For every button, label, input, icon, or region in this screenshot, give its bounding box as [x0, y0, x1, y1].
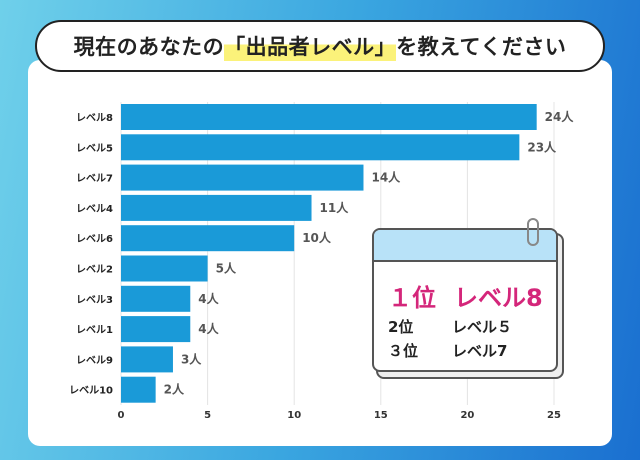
- data-label: 4人: [198, 321, 219, 336]
- rank-label: １位: [388, 284, 436, 312]
- bar: [121, 316, 191, 343]
- data-label: 2人: [164, 382, 185, 397]
- bar: [121, 376, 156, 403]
- bar: [121, 285, 191, 312]
- bar: [121, 255, 208, 282]
- x-tick-label: 10: [287, 410, 301, 421]
- title-text-end: を教えてください: [396, 35, 567, 59]
- ranking-card: １位 レベル8 2位 レベル５ ３位 レベル7: [372, 218, 564, 379]
- y-tick-label: レベル3: [76, 294, 113, 306]
- rank-value: レベル５: [452, 318, 513, 336]
- data-label: 14人: [371, 170, 401, 185]
- data-label: 4人: [198, 291, 219, 306]
- bar: [121, 134, 520, 161]
- data-label: 3人: [181, 351, 202, 366]
- y-tick-label: レベル7: [76, 173, 113, 185]
- y-tick-label: レベル8: [76, 112, 113, 124]
- rank-value: レベル7: [452, 342, 508, 360]
- data-label: 5人: [216, 261, 237, 276]
- data-label: 10人: [302, 230, 332, 245]
- data-label: 23人: [527, 139, 557, 154]
- x-tick-label: 25: [547, 410, 561, 421]
- y-tick-label: レベル4: [76, 203, 113, 215]
- rank-first: １位 レベル8: [388, 278, 543, 313]
- x-tick-label: 0: [118, 410, 125, 421]
- bar: [121, 104, 537, 130]
- x-tick-label: 20: [460, 410, 474, 421]
- rank-third: ３位 レベル7: [388, 340, 507, 361]
- bar: [121, 225, 295, 252]
- data-label: 24人: [545, 109, 575, 124]
- x-tick-label: 5: [204, 410, 211, 421]
- page-title: 現在のあなたの 「出品者レベル」 を教えてください: [35, 20, 605, 72]
- bar: [121, 346, 173, 373]
- rank-second: 2位 レベル５: [388, 316, 512, 337]
- paperclip-icon: [527, 218, 539, 246]
- rank-label: 2位: [388, 318, 414, 336]
- card-header: [374, 230, 556, 262]
- data-label: 11人: [320, 200, 350, 215]
- x-tick-label: 15: [374, 410, 388, 421]
- card-front: １位 レベル8 2位 レベル５ ３位 レベル7: [372, 228, 558, 372]
- y-tick-label: レベル6: [76, 233, 113, 245]
- bar: [121, 164, 364, 191]
- y-tick-label: レベル1: [76, 324, 113, 336]
- y-tick-label: レベル2: [76, 264, 113, 276]
- y-tick-label: レベル10: [69, 385, 113, 397]
- bar: [121, 194, 312, 221]
- y-tick-label: レベル5: [76, 142, 113, 154]
- y-tick-label: レベル9: [76, 354, 113, 366]
- rank-label: ３位: [388, 342, 419, 360]
- title-text: 現在のあなたの: [73, 35, 225, 59]
- rank-value: レベル8: [454, 284, 543, 312]
- title-highlight: 「出品者レベル」: [224, 31, 397, 61]
